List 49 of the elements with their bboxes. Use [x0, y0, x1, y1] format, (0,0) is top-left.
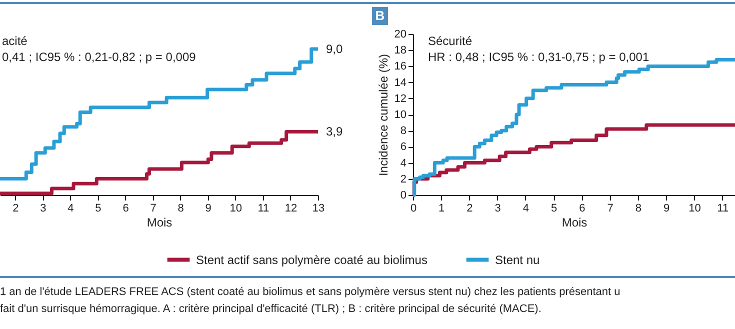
x-tick-label: 8	[178, 202, 184, 214]
x-tick-label: 4	[522, 202, 530, 214]
y-tick-label: 4	[400, 157, 406, 170]
x-axis-title: Mois	[562, 216, 588, 230]
y-tick-label: 8	[400, 125, 406, 138]
y-tick-label: 14	[394, 76, 406, 89]
y-tick-label: 20	[394, 28, 406, 40]
x-tick-label: 9	[205, 202, 212, 214]
x-tick-label: 7	[150, 202, 156, 214]
x-tick-label: 0	[410, 202, 417, 214]
y-tick-label: 6	[400, 141, 406, 154]
x-tick-label: 13	[312, 202, 325, 214]
y-axis-title: Incidence cumulée (%)	[376, 54, 390, 176]
x-tick-label: 3	[40, 202, 46, 214]
x-tick-label: 2	[466, 202, 473, 214]
data-label: 3,9	[326, 124, 344, 139]
x-tick-label: 12	[284, 202, 298, 214]
chart-title: B	[372, 7, 388, 25]
x-tick-label: 11	[258, 202, 270, 214]
x-tick-label: 4	[68, 202, 74, 214]
y-tick-label: 18	[394, 44, 406, 57]
data-label: 9,0	[326, 42, 344, 56]
y-tick-label: 2	[400, 173, 406, 186]
legend-label: Stent actif sans polymère coaté au biolimus	[196, 252, 428, 267]
text: fait d'un surrisque hémorragique. A : critère principal d'efficacité (TLR) ; B : critère principal de sécurité (MACE).	[0, 302, 542, 317]
x-tick-label: 10	[230, 202, 242, 214]
x-tick-label: 6	[122, 202, 129, 214]
y-tick-label: 0	[400, 190, 406, 202]
x-axis-title: Mois	[146, 216, 172, 230]
x-tick-label: 7	[607, 202, 614, 214]
y-tick-label: 12	[394, 92, 406, 105]
x-tick-label: 9	[664, 202, 670, 214]
annotation: 0,41 ; IC95 % : 0,21-0,82 ; p = 0,009	[2, 50, 196, 64]
text: 1 an de l'étude LEADERS FREE ACS (stent coaté au biolimus et sans polymère versus stent nu) chez les patients présentant u	[0, 285, 620, 300]
x-tick-label: 8	[635, 202, 642, 214]
x-tick-label: 2	[12, 202, 19, 214]
x-tick-label: 3	[494, 202, 501, 214]
annotation: HR : 0,48 ; IC95 % : 0,31-0,75 ; p = 0,001	[428, 50, 650, 64]
text: acité	[2, 34, 28, 48]
x-tick-label: 11	[717, 202, 729, 214]
legend-label: Stent nu	[495, 252, 540, 267]
x-tick-label: 5	[95, 202, 102, 214]
x-tick-label: 1	[438, 202, 445, 214]
y-tick-label: 16	[394, 60, 406, 73]
x-tick-label: 10	[688, 202, 701, 214]
annotation: Sécurité	[428, 34, 472, 48]
x-tick-label: 5	[551, 202, 558, 214]
y-tick-label: 10	[394, 109, 406, 121]
x-tick-label: 6	[579, 202, 586, 214]
